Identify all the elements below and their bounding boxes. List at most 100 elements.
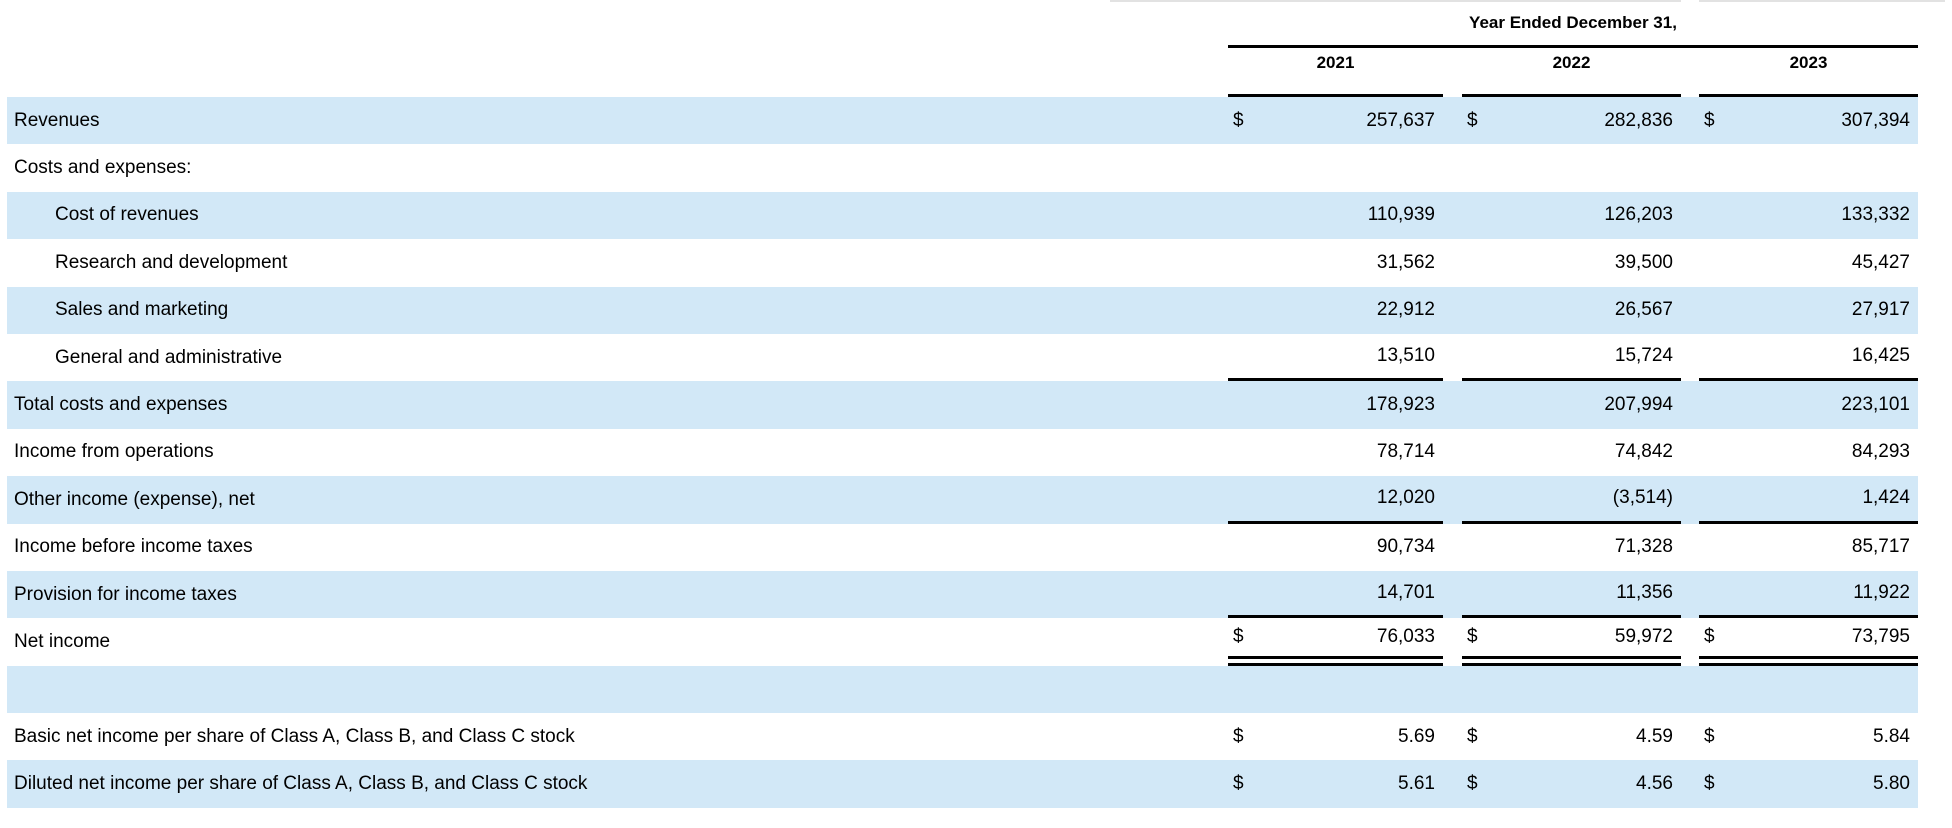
cell-value: 126,203	[1604, 204, 1673, 226]
figure-cell: $307,394	[1699, 97, 1918, 144]
row-label: Diluted net income per share of Class A,…	[14, 773, 588, 795]
column-spacer	[1443, 476, 1462, 523]
cell-value: 26,567	[1614, 299, 1673, 321]
table-row: Income from operations 78,714 74,842 84,293	[7, 429, 1918, 476]
figure-cell: 74,842	[1462, 429, 1681, 476]
table-row: Provision for income taxes 14,701 11,356 11…	[7, 570, 1918, 619]
cell-value: 207,994	[1604, 394, 1673, 416]
dollar-sign: $	[1704, 725, 1715, 747]
column-spacer	[1681, 192, 1699, 239]
column-spacer	[1681, 713, 1699, 760]
table-row: Cost of revenues 110,939 126,203 133,332	[7, 191, 1918, 240]
column-spacer	[1681, 239, 1699, 286]
column-spacer	[1443, 666, 1462, 713]
dollar-sign: $	[1704, 625, 1715, 647]
column-spacer	[1681, 760, 1699, 807]
year-header-row: 2021 2022 2023	[1228, 48, 1918, 97]
cell-value: 39,500	[1614, 251, 1673, 273]
row-label: Revenues	[14, 109, 100, 131]
cell-value: 74,842	[1614, 441, 1673, 463]
figure-cell: 45,427	[1699, 239, 1918, 286]
figure-cell: $5.61	[1228, 760, 1443, 807]
table-row	[7, 665, 1918, 714]
year-column-header-2021: 2021	[1228, 48, 1443, 97]
figure-cell: 11,356	[1462, 571, 1681, 619]
cell-value: 31,562	[1376, 251, 1435, 273]
cell-value: 22,912	[1376, 299, 1435, 321]
table-row: Other income (expense), net 12,020 (3,514)…	[7, 476, 1918, 524]
cell-value: 11,922	[1853, 582, 1910, 604]
row-label: Research and development	[55, 251, 288, 273]
table-row: Diluted net income per share of Class A,…	[7, 760, 1918, 808]
cell-value: 13,510	[1376, 345, 1435, 367]
column-spacer	[1681, 381, 1699, 428]
cell-value: 5.61	[1398, 773, 1435, 795]
column-spacer	[1681, 287, 1699, 334]
cell-value: 59,972	[1614, 625, 1673, 647]
cell-value: 85,717	[1851, 536, 1910, 558]
column-spacer	[1681, 429, 1699, 476]
figure-cell: 31,562	[1228, 239, 1443, 286]
figure-cell: 71,328	[1462, 524, 1681, 571]
row-label: Sales and marketing	[55, 299, 229, 321]
cell-value: 11,356	[1616, 582, 1673, 604]
cell-value: 45,427	[1851, 251, 1910, 273]
column-spacer	[1443, 713, 1462, 760]
year-column-header-2022: 2022	[1462, 48, 1681, 97]
period-header: Year Ended December 31,	[1228, 0, 1918, 48]
row-label: Income before income taxes	[14, 536, 253, 558]
figure-cell	[1699, 666, 1918, 713]
dollar-sign: $	[1233, 625, 1244, 647]
column-spacer	[1443, 334, 1462, 381]
column-spacer	[1443, 192, 1462, 239]
dollar-sign: $	[1233, 773, 1244, 795]
figure-cell	[1699, 144, 1918, 191]
cell-value: 178,923	[1366, 394, 1435, 416]
cell-value: 27,917	[1851, 299, 1910, 321]
figure-cell: 126,203	[1462, 192, 1681, 239]
figure-cell: 27,917	[1699, 287, 1918, 334]
table-row: Revenues $257,637 $282,836 $307,394	[7, 97, 1918, 145]
cell-value: 15,724	[1614, 345, 1673, 367]
cell-value: 16,425	[1851, 345, 1910, 367]
cell-value: 307,394	[1841, 109, 1910, 131]
cell-value: 78,714	[1376, 441, 1435, 463]
cell-value: 73,795	[1851, 625, 1910, 647]
top-hairline	[1699, 0, 1945, 2]
column-spacer	[1443, 429, 1462, 476]
figure-cell: 16,425	[1699, 334, 1918, 382]
figure-cell: 223,101	[1699, 381, 1918, 428]
table-row: Basic net income per share of Class A, C…	[7, 713, 1918, 760]
column-spacer	[1681, 144, 1699, 191]
year-column-header-2023: 2023	[1699, 48, 1918, 97]
figure-cell: 11,922	[1699, 571, 1918, 619]
figure-cell: 84,293	[1699, 429, 1918, 476]
row-label: Basic net income per share of Class A, C…	[14, 725, 575, 747]
dollar-sign: $	[1467, 773, 1478, 795]
figure-cell: 85,717	[1699, 524, 1918, 571]
figure-cell: (3,514)	[1462, 476, 1681, 524]
figure-cell: 1,424	[1699, 476, 1918, 524]
figure-cell: $282,836	[1462, 97, 1681, 144]
column-spacer	[1443, 97, 1462, 144]
column-spacer	[1443, 239, 1462, 286]
figure-cell: 90,734	[1228, 524, 1443, 571]
figure-cell: $5.80	[1699, 760, 1918, 807]
figure-cell: 133,332	[1699, 192, 1918, 239]
cell-value: 5.80	[1873, 773, 1910, 795]
cell-value: 5.84	[1873, 725, 1910, 747]
cell-value: 4.59	[1636, 725, 1673, 747]
column-spacer	[1443, 144, 1462, 191]
figure-cell: 39,500	[1462, 239, 1681, 286]
cell-value: 84,293	[1851, 441, 1910, 463]
cell-value: (3,514)	[1612, 487, 1673, 509]
column-spacer	[1443, 571, 1462, 618]
column-spacer	[1681, 666, 1699, 713]
cell-value: 12,020	[1376, 487, 1435, 509]
figure-cell: 13,510	[1228, 334, 1443, 382]
dollar-sign: $	[1233, 109, 1244, 131]
row-label: Income from operations	[14, 441, 214, 463]
figure-cell: $76,033	[1228, 618, 1443, 666]
figure-cell	[1228, 666, 1443, 713]
